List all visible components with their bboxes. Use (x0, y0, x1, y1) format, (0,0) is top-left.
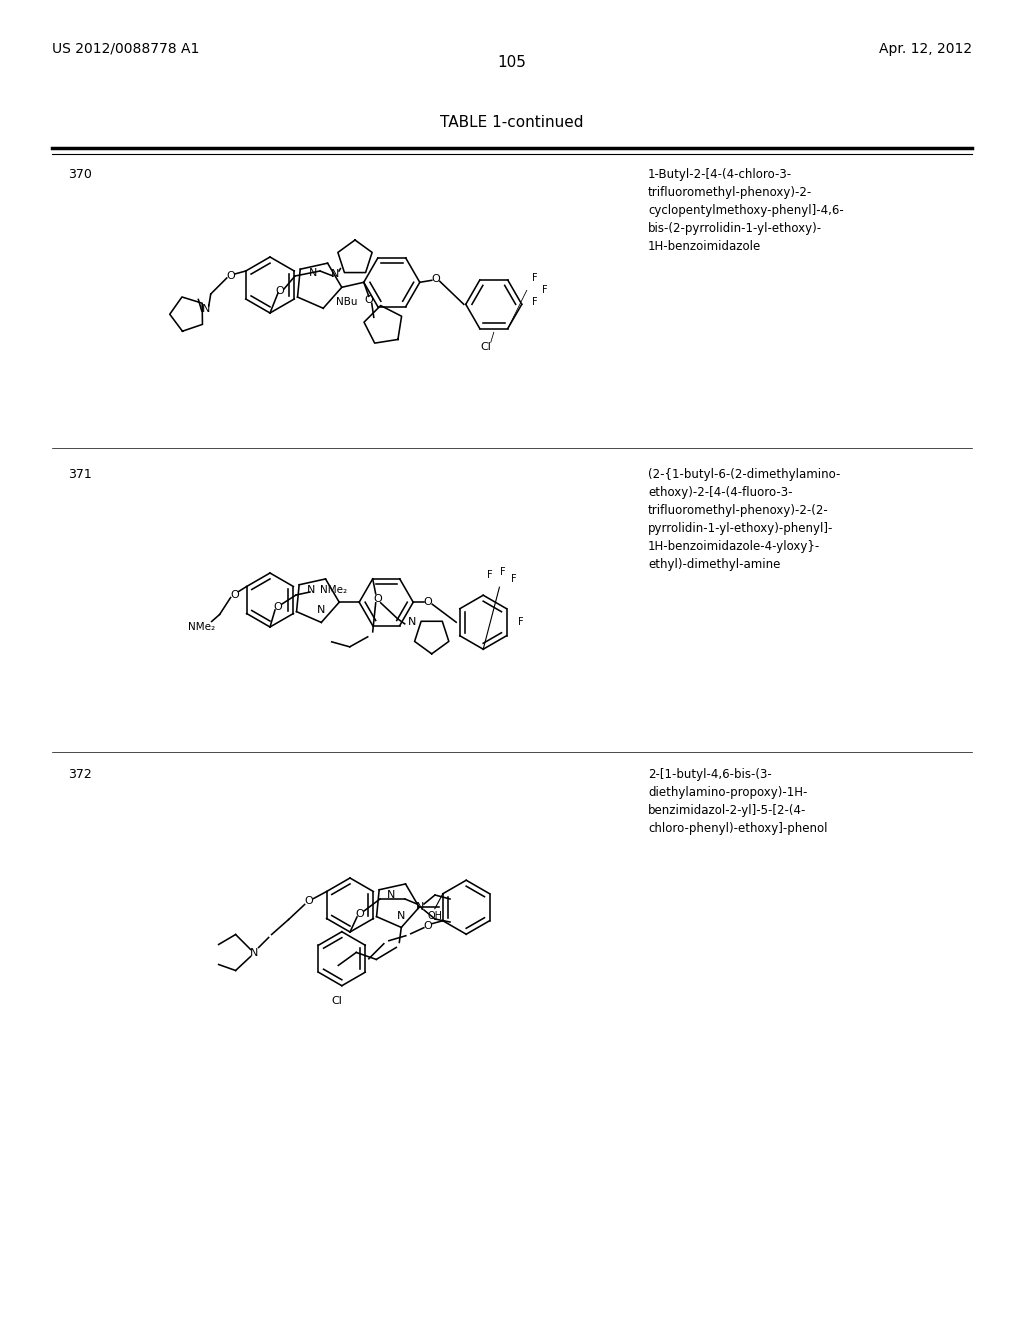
Text: N: N (408, 616, 416, 627)
Text: N: N (317, 606, 326, 615)
Text: F: F (518, 618, 524, 627)
Text: O: O (431, 275, 440, 284)
Text: OH: OH (427, 911, 442, 921)
Text: US 2012/0088778 A1: US 2012/0088778 A1 (52, 42, 200, 55)
Text: 371: 371 (68, 469, 92, 480)
Text: F: F (500, 568, 505, 577)
Text: NBu: NBu (336, 297, 357, 308)
Text: F: F (531, 297, 538, 308)
Text: O: O (424, 597, 432, 607)
Text: O: O (424, 921, 432, 931)
Text: N: N (309, 268, 317, 279)
Text: O: O (304, 896, 313, 907)
Text: N: N (307, 585, 315, 595)
Text: TABLE 1-continued: TABLE 1-continued (440, 115, 584, 129)
Text: Cl: Cl (332, 995, 342, 1006)
Text: O: O (230, 590, 239, 599)
Text: N: N (416, 902, 424, 912)
Text: O: O (226, 271, 236, 281)
Text: (2-{1-butyl-6-(2-dimethylamino-
ethoxy)-2-[4-(4-fluoro-3-
trifluoromethyl-phenox: (2-{1-butyl-6-(2-dimethylamino- ethoxy)-… (648, 469, 841, 572)
Text: N: N (202, 304, 210, 314)
Text: F: F (486, 570, 493, 581)
Text: O: O (355, 909, 365, 919)
Text: 105: 105 (498, 55, 526, 70)
Text: NMe₂: NMe₂ (319, 585, 347, 595)
Text: 372: 372 (68, 768, 92, 781)
Text: N: N (387, 890, 395, 900)
Text: 2-[1-butyl-4,6-bis-(3-
diethylamino-propoxy)-1H-
benzimidazol-2-yl]-5-[2-(4-
chl: 2-[1-butyl-4,6-bis-(3- diethylamino-prop… (648, 768, 827, 836)
Text: Cl: Cl (480, 342, 492, 352)
Text: F: F (531, 273, 538, 284)
Text: Apr. 12, 2012: Apr. 12, 2012 (879, 42, 972, 55)
Text: F: F (511, 574, 516, 585)
Text: F: F (542, 285, 548, 296)
Text: O: O (365, 296, 373, 305)
Text: NMe₂: NMe₂ (188, 622, 215, 631)
Text: O: O (374, 594, 382, 603)
Text: 370: 370 (68, 168, 92, 181)
Text: N: N (250, 948, 258, 957)
Text: O: O (275, 286, 285, 296)
Text: N: N (331, 269, 339, 279)
Text: O: O (273, 602, 283, 612)
Text: N: N (397, 912, 406, 921)
Text: 1-Butyl-2-[4-(4-chloro-3-
trifluoromethyl-phenoxy)-2-
cyclopentylmethoxy-phenyl]: 1-Butyl-2-[4-(4-chloro-3- trifluoromethy… (648, 168, 844, 253)
